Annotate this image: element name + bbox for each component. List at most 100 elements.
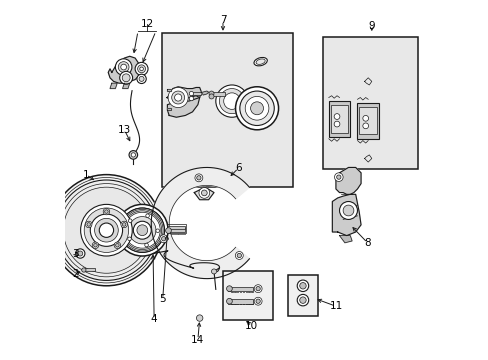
Circle shape: [201, 190, 207, 196]
Circle shape: [137, 65, 145, 73]
Circle shape: [129, 150, 137, 159]
Text: 1: 1: [82, 170, 89, 180]
Circle shape: [121, 221, 127, 228]
Circle shape: [189, 91, 193, 96]
Polygon shape: [167, 96, 199, 117]
Circle shape: [115, 243, 119, 247]
Bar: [357, 103, 378, 139]
Circle shape: [144, 243, 148, 247]
Circle shape: [226, 298, 232, 304]
Circle shape: [208, 94, 214, 99]
Circle shape: [81, 268, 86, 272]
Bar: [167, 226, 184, 229]
Circle shape: [254, 297, 262, 305]
Circle shape: [84, 208, 128, 252]
Circle shape: [104, 210, 108, 213]
Circle shape: [237, 253, 241, 258]
Circle shape: [51, 175, 162, 286]
Circle shape: [215, 85, 247, 117]
Text: 10: 10: [244, 321, 258, 331]
Circle shape: [87, 222, 90, 226]
Polygon shape: [167, 89, 171, 91]
Circle shape: [334, 173, 343, 181]
Circle shape: [235, 252, 243, 260]
Polygon shape: [339, 235, 351, 243]
Bar: [190, 92, 201, 95]
Text: 5: 5: [159, 294, 166, 304]
Polygon shape: [166, 87, 201, 101]
Circle shape: [174, 94, 182, 101]
Circle shape: [118, 62, 129, 72]
Circle shape: [137, 74, 146, 84]
Circle shape: [208, 91, 214, 96]
Text: 4: 4: [150, 314, 157, 324]
Circle shape: [297, 280, 308, 292]
Circle shape: [255, 287, 260, 291]
Circle shape: [165, 228, 171, 233]
Circle shape: [199, 188, 209, 198]
Circle shape: [137, 225, 147, 235]
Circle shape: [116, 204, 168, 256]
Circle shape: [362, 116, 368, 121]
Polygon shape: [122, 83, 129, 89]
Circle shape: [128, 217, 156, 244]
Circle shape: [362, 123, 368, 129]
Circle shape: [121, 64, 126, 70]
Circle shape: [336, 175, 340, 179]
Text: 2: 2: [72, 269, 79, 279]
Circle shape: [94, 219, 118, 242]
Circle shape: [299, 283, 305, 289]
Circle shape: [333, 121, 339, 127]
Polygon shape: [194, 187, 214, 200]
Circle shape: [90, 214, 122, 246]
Polygon shape: [335, 167, 360, 194]
Circle shape: [120, 208, 164, 252]
Bar: [166, 224, 186, 233]
Polygon shape: [167, 108, 171, 110]
Circle shape: [219, 89, 244, 114]
Circle shape: [122, 222, 126, 226]
Circle shape: [120, 71, 132, 84]
Circle shape: [297, 294, 308, 306]
Circle shape: [196, 176, 201, 180]
Circle shape: [94, 243, 97, 247]
Ellipse shape: [253, 58, 267, 66]
Circle shape: [239, 91, 274, 126]
Text: 9: 9: [368, 21, 374, 31]
Circle shape: [189, 96, 193, 101]
Circle shape: [99, 223, 113, 237]
Circle shape: [140, 67, 143, 71]
Circle shape: [161, 237, 165, 241]
Circle shape: [76, 249, 85, 258]
Circle shape: [333, 114, 339, 120]
Circle shape: [135, 62, 148, 75]
Circle shape: [226, 286, 232, 292]
Circle shape: [63, 187, 149, 273]
Text: 12: 12: [140, 19, 153, 29]
Ellipse shape: [256, 59, 264, 64]
Bar: [228, 299, 253, 304]
Circle shape: [211, 269, 216, 274]
Circle shape: [92, 242, 99, 248]
Text: 14: 14: [191, 334, 204, 345]
Circle shape: [124, 212, 160, 248]
Bar: [210, 92, 224, 96]
Circle shape: [131, 153, 135, 157]
Circle shape: [196, 315, 203, 321]
Circle shape: [145, 214, 149, 217]
Circle shape: [122, 74, 130, 82]
Circle shape: [254, 285, 262, 293]
Circle shape: [56, 180, 156, 280]
Circle shape: [133, 221, 151, 239]
Circle shape: [299, 297, 305, 303]
Bar: [359, 107, 376, 134]
Circle shape: [139, 76, 144, 81]
Bar: [167, 228, 184, 232]
Bar: [323, 37, 418, 169]
Bar: [162, 33, 292, 187]
Circle shape: [235, 87, 278, 130]
Circle shape: [81, 204, 132, 256]
Circle shape: [127, 237, 131, 240]
Polygon shape: [151, 167, 249, 279]
Bar: [287, 275, 317, 316]
